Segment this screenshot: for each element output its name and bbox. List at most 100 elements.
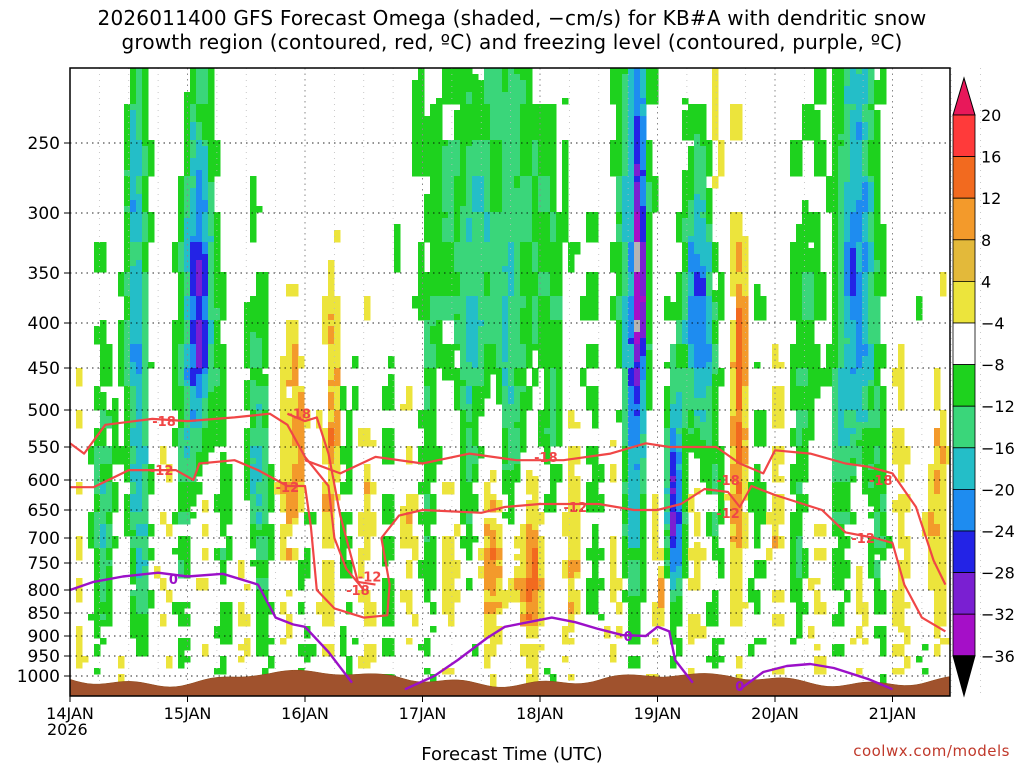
omega-cell xyxy=(694,314,701,321)
omega-cell xyxy=(244,386,251,393)
omega-cell xyxy=(688,284,695,291)
omega-cell xyxy=(532,176,539,183)
omega-cell xyxy=(526,674,533,681)
omega-cell xyxy=(538,602,545,609)
omega-cell xyxy=(220,548,227,555)
omega-cell xyxy=(502,458,509,465)
omega-cell xyxy=(586,554,593,561)
omega-cell xyxy=(640,92,647,99)
omega-cell xyxy=(448,242,455,249)
omega-cell xyxy=(490,560,497,567)
omega-cell xyxy=(454,248,461,255)
omega-cell xyxy=(370,440,377,447)
omega-cell xyxy=(112,500,119,507)
omega-cell xyxy=(670,518,677,525)
omega-cell xyxy=(688,206,695,213)
omega-cell xyxy=(622,404,629,411)
omega-cell xyxy=(634,344,641,351)
omega-cell xyxy=(298,428,305,435)
omega-cell xyxy=(616,158,623,165)
omega-cell xyxy=(526,362,533,369)
omega-cell xyxy=(664,572,671,579)
omega-cell xyxy=(622,464,629,471)
omega-cell xyxy=(256,530,263,537)
omega-cell xyxy=(694,332,701,339)
omega-cell xyxy=(328,596,335,603)
omega-cell xyxy=(388,380,395,387)
omega-cell xyxy=(586,236,593,243)
omega-cell xyxy=(508,410,515,417)
omega-cell xyxy=(154,572,161,579)
omega-cell xyxy=(124,380,131,387)
omega-cell xyxy=(532,320,539,327)
omega-cell xyxy=(574,422,581,429)
omega-cell xyxy=(346,422,353,429)
omega-cell xyxy=(496,398,503,405)
omega-cell xyxy=(334,374,341,381)
omega-cell xyxy=(202,410,209,417)
omega-cell xyxy=(634,548,641,555)
omega-cell xyxy=(142,218,149,225)
omega-cell xyxy=(568,578,575,585)
omega-cell xyxy=(412,536,419,543)
omega-cell xyxy=(550,296,557,303)
omega-cell xyxy=(538,236,545,243)
omega-cell xyxy=(94,626,101,633)
omega-cell xyxy=(280,476,287,483)
omega-cell xyxy=(136,590,143,597)
omega-cell xyxy=(196,230,203,237)
omega-cell xyxy=(526,110,533,117)
omega-cell xyxy=(484,488,491,495)
omega-cell xyxy=(262,440,269,447)
omega-cell xyxy=(598,494,605,501)
omega-cell xyxy=(178,272,185,279)
omega-cell xyxy=(640,536,647,543)
omega-cell xyxy=(280,488,287,495)
omega-cell xyxy=(484,596,491,603)
omega-cell xyxy=(262,578,269,585)
omega-cell xyxy=(328,590,335,597)
omega-cell xyxy=(454,308,461,315)
omega-cell xyxy=(388,548,395,555)
omega-cell xyxy=(130,518,137,525)
omega-cell xyxy=(412,122,419,129)
omega-cell xyxy=(502,128,509,135)
omega-cell xyxy=(562,626,569,633)
omega-cell xyxy=(628,296,635,303)
omega-cell xyxy=(634,428,641,435)
omega-cell xyxy=(334,404,341,411)
omega-cell xyxy=(520,104,527,111)
omega-cell xyxy=(550,476,557,483)
omega-cell xyxy=(592,350,599,357)
omega-cell xyxy=(442,152,449,159)
omega-cell xyxy=(334,368,341,375)
omega-cell xyxy=(544,182,551,189)
omega-cell xyxy=(574,602,581,609)
omega-cell xyxy=(382,578,389,585)
omega-cell xyxy=(244,308,251,315)
omega-cell xyxy=(496,350,503,357)
omega-cell xyxy=(322,578,329,585)
omega-cell xyxy=(184,644,191,651)
omega-cell xyxy=(622,482,629,489)
omega-cell xyxy=(130,302,137,309)
omega-cell xyxy=(490,254,497,261)
omega-cell xyxy=(280,392,287,399)
omega-cell xyxy=(700,224,707,231)
omega-cell xyxy=(676,296,683,303)
omega-cell xyxy=(508,506,515,513)
omega-cell xyxy=(190,146,197,153)
omega-cell xyxy=(568,614,575,621)
omega-cell xyxy=(520,92,527,99)
omega-cell xyxy=(130,488,137,495)
omega-cell xyxy=(190,482,197,489)
omega-cell xyxy=(694,548,701,555)
omega-cell xyxy=(442,266,449,273)
omega-cell xyxy=(322,332,329,339)
omega-cell xyxy=(472,494,479,501)
omega-cell xyxy=(664,470,671,477)
omega-cell xyxy=(190,122,197,129)
omega-cell xyxy=(622,182,629,189)
omega-cell xyxy=(520,74,527,81)
omega-cell xyxy=(670,398,677,405)
